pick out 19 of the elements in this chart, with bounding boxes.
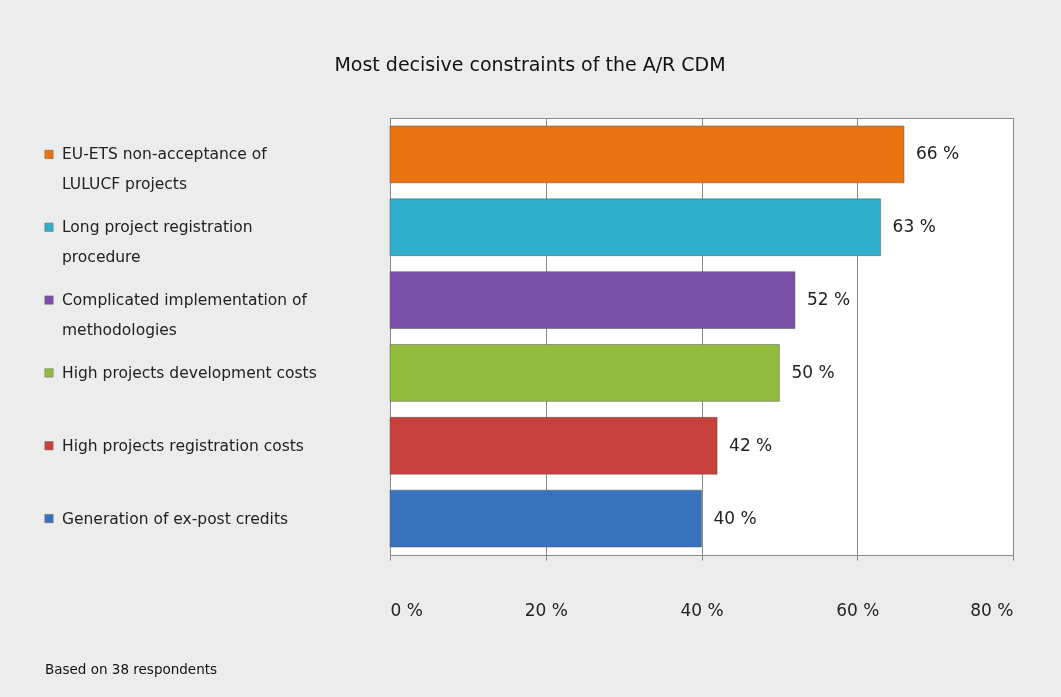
data-label: 40 % [713,507,757,528]
y-tick-label: High projects registration costs [62,436,304,455]
data-label: 42 % [729,434,773,455]
data-label: 66 % [915,143,960,164]
chart-title: Most decisive constraints of the A/R CDM [334,53,726,75]
y-tick-label: High projects development costs [62,363,317,382]
text: Based on 38 respondents [45,661,218,677]
x-tick-label: 40 % [680,599,724,620]
data-label: 63 % [892,216,936,237]
data-label: 50 % [791,361,835,382]
data-label: 52 % [806,289,851,310]
x-tick-label: 80 % [970,599,1014,620]
y-tick-label: Complicated implementation of methodologies [62,291,308,340]
x-tick-label: 0 % [390,599,423,620]
y-tick-label: Long project registration procedure [62,218,253,267]
x-tick-label: 60 % [836,599,880,620]
y-tick-label: EU-ETS non-acceptance of LULUCF projects [62,145,268,194]
y-tick-label: Generation of ex-post credits [62,509,289,528]
x-tick-label: 20 % [524,599,568,620]
